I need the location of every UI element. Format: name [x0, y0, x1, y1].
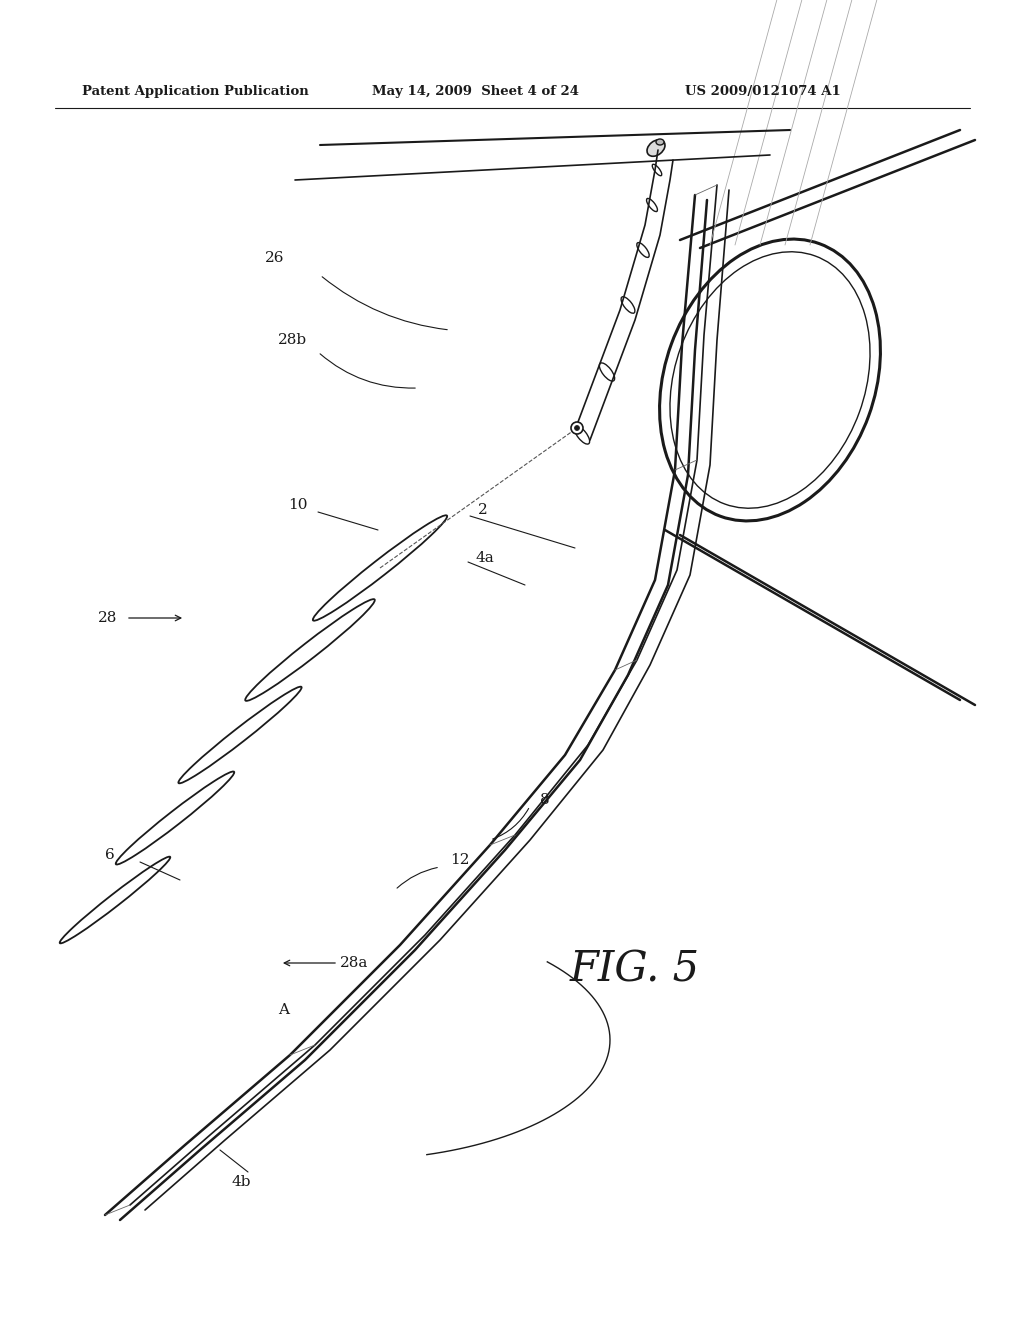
- Text: 26: 26: [265, 251, 285, 265]
- Text: 2: 2: [478, 503, 487, 517]
- Text: 8: 8: [540, 793, 550, 807]
- Text: 28a: 28a: [340, 956, 369, 970]
- Text: 4b: 4b: [232, 1175, 252, 1189]
- Text: 10: 10: [288, 498, 307, 512]
- Text: 28b: 28b: [278, 333, 307, 347]
- Text: 12: 12: [450, 853, 469, 867]
- Text: May 14, 2009  Sheet 4 of 24: May 14, 2009 Sheet 4 of 24: [372, 86, 579, 99]
- Text: Patent Application Publication: Patent Application Publication: [82, 86, 309, 99]
- Text: 4a: 4a: [475, 550, 494, 565]
- Circle shape: [574, 425, 580, 430]
- Text: A: A: [278, 1003, 289, 1016]
- Ellipse shape: [656, 139, 664, 145]
- Text: 6: 6: [105, 847, 115, 862]
- Text: US 2009/0121074 A1: US 2009/0121074 A1: [685, 86, 841, 99]
- Text: 28: 28: [98, 611, 118, 624]
- Circle shape: [571, 422, 583, 434]
- Ellipse shape: [647, 140, 665, 156]
- Text: FIG. 5: FIG. 5: [570, 949, 700, 991]
